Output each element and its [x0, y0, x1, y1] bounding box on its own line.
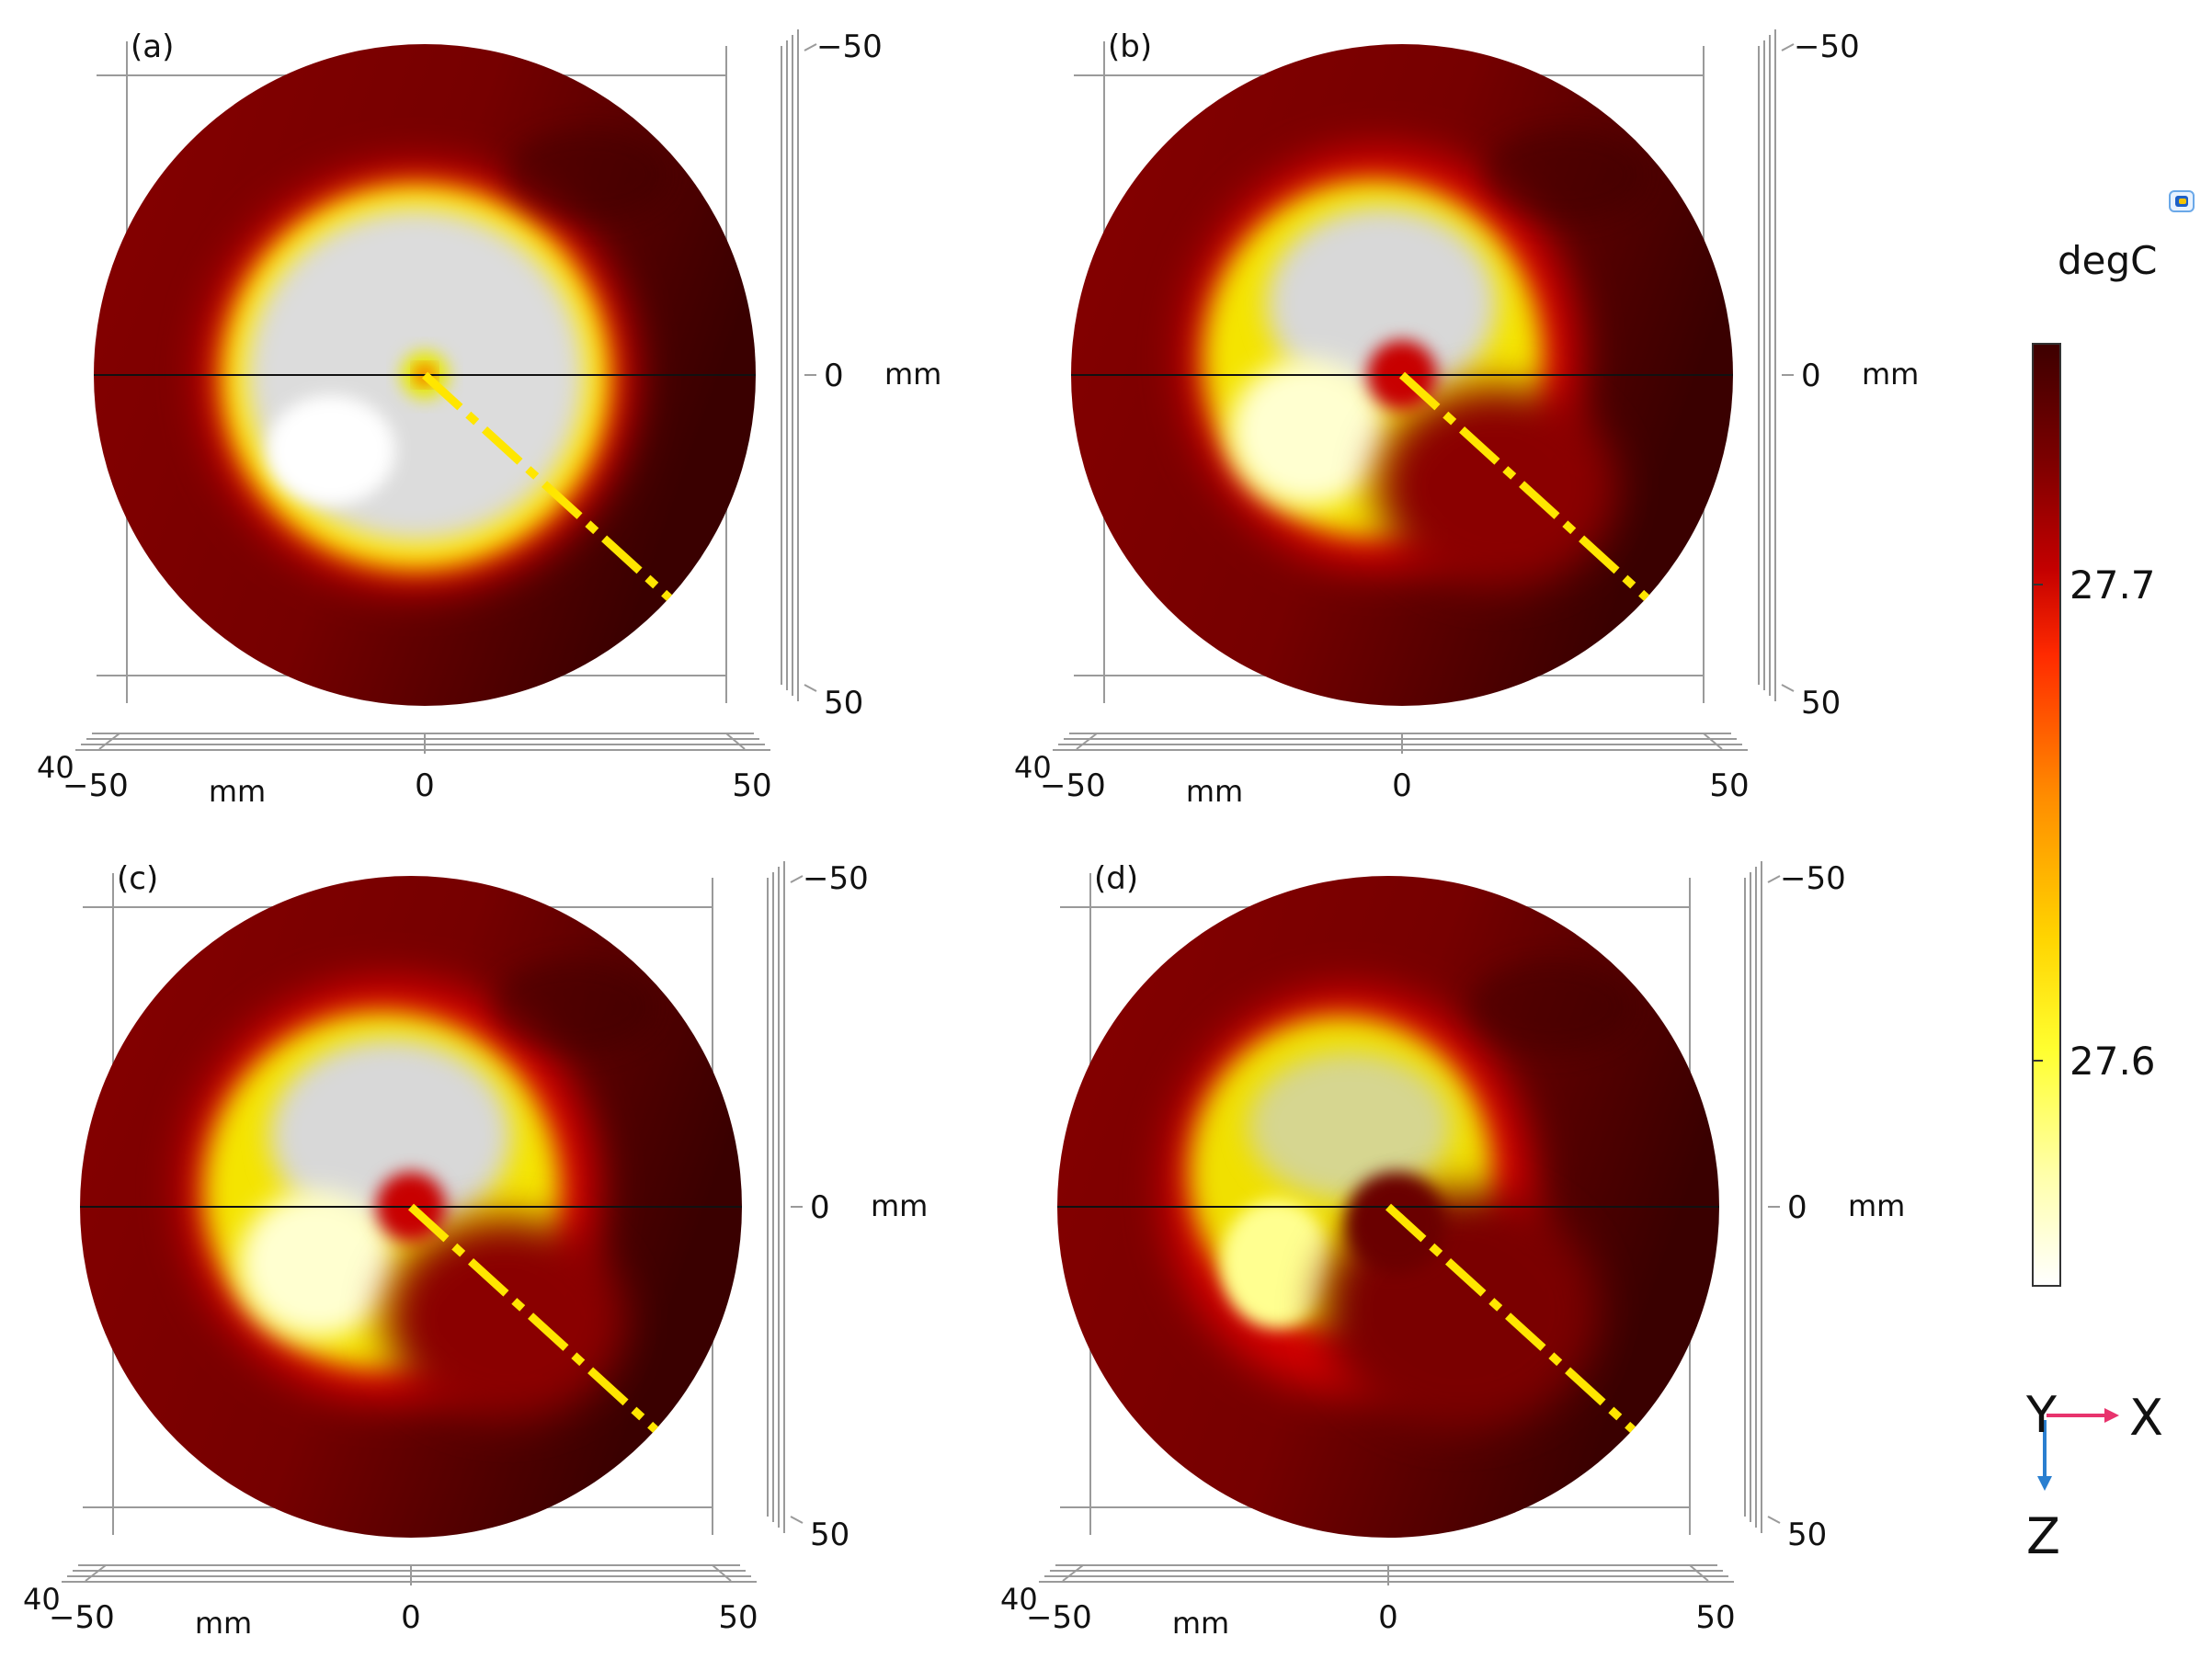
panel-label: (d): [1094, 860, 1138, 897]
colorbar-unit: degC: [2058, 238, 2158, 283]
x-corner-label: 40: [1000, 1582, 1038, 1617]
x-tick-label: 0: [401, 1599, 421, 1636]
z-unit-label: mm: [871, 1188, 928, 1223]
x-corner-label: 40: [37, 750, 74, 785]
z-tick-label: 0: [1787, 1189, 1807, 1226]
z-unit-label: mm: [884, 357, 941, 392]
panel-label: (a): [131, 28, 174, 65]
z-tick-label: −50: [816, 28, 883, 65]
x-tick-label: 50: [732, 767, 771, 804]
z-unit-label: mm: [1848, 1188, 1905, 1223]
z-tick-label: 0: [824, 358, 844, 394]
z-tick-label: 0: [810, 1189, 830, 1226]
x-tick-label: 0: [1392, 767, 1412, 804]
panel-label: (c): [117, 860, 158, 897]
x-tick-label: 0: [415, 767, 435, 804]
axes-triad: Y X Z: [2025, 1386, 2163, 1565]
z-tick-label: −50: [803, 860, 869, 897]
probe-line: [1385, 1203, 1636, 1433]
colorbar: degC 27.7 27.6: [2032, 238, 2158, 1287]
x-arrowhead-icon: [2104, 1408, 2119, 1423]
triad-y-label: Y: [2025, 1386, 2058, 1444]
z-unit-label: mm: [1862, 357, 1919, 392]
z-tick-label: 50: [810, 1517, 849, 1553]
x-tick-label: −50: [63, 767, 129, 804]
colorbar-tick-label-27-6: 27.6: [2069, 1039, 2156, 1084]
triad-z-label: Z: [2026, 1507, 2060, 1565]
panel-label: (b): [1108, 28, 1152, 65]
colorbar-tick-label-27-7: 27.7: [2069, 562, 2156, 608]
triad-x-label: X: [2129, 1389, 2163, 1447]
x-tick-label: 50: [718, 1599, 758, 1636]
z-tick-label: −50: [1794, 28, 1860, 65]
x-corner-label: 40: [1014, 750, 1052, 785]
x-tick-label: −50: [1040, 767, 1106, 804]
colorbar-gradient: [2032, 343, 2061, 1287]
z-tick-label: 50: [1801, 685, 1841, 722]
x-unit-label: mm: [1172, 1606, 1229, 1641]
z-tick-label: 50: [1787, 1517, 1827, 1553]
temperature-disc: [1057, 876, 1719, 1538]
z-tick-label: −50: [1780, 860, 1846, 897]
probe-line: [421, 371, 673, 601]
x-unit-label: mm: [1186, 774, 1243, 809]
x-tick-label: −50: [49, 1599, 115, 1636]
z-tick-label: 0: [1801, 358, 1821, 394]
x-unit-label: mm: [209, 774, 266, 809]
z-tick-label: 50: [824, 685, 863, 722]
temperature-disc: [80, 876, 742, 1538]
x-tick-label: 0: [1378, 1599, 1398, 1636]
probe-line: [1398, 371, 1650, 601]
x-tick-label: −50: [1026, 1599, 1092, 1636]
comsol-logo-icon: [2169, 190, 2195, 212]
axis-box: [75, 29, 817, 754]
probe-line: [407, 1203, 659, 1433]
x-unit-label: mm: [195, 1606, 252, 1641]
x-tick-label: 50: [1709, 767, 1749, 804]
x-tick-label: 50: [1695, 1599, 1735, 1636]
z-arrowhead-icon: [2037, 1476, 2052, 1491]
x-corner-label: 40: [23, 1582, 61, 1617]
